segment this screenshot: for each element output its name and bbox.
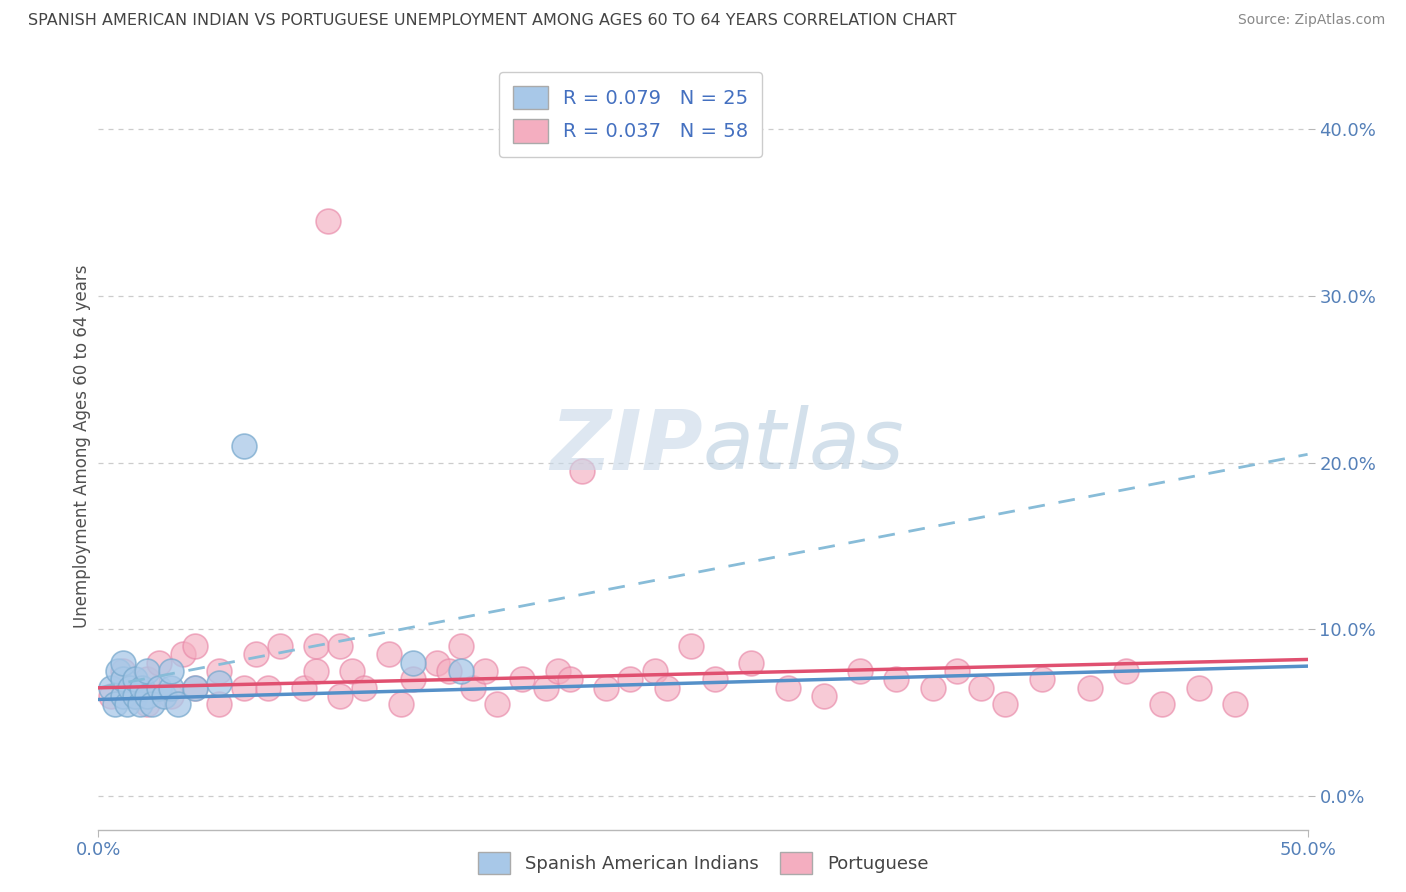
Point bbox=[474, 664, 496, 678]
Point bbox=[740, 656, 762, 670]
Point bbox=[776, 681, 799, 695]
Point bbox=[619, 673, 641, 687]
Text: atlas: atlas bbox=[703, 406, 904, 486]
Text: SPANISH AMERICAN INDIAN VS PORTUGUESE UNEMPLOYMENT AMONG AGES 60 TO 64 YEARS COR: SPANISH AMERICAN INDIAN VS PORTUGUESE UN… bbox=[28, 13, 956, 29]
Point bbox=[377, 648, 399, 662]
Point bbox=[486, 698, 509, 712]
Legend: Spanish American Indians, Portuguese: Spanish American Indians, Portuguese bbox=[468, 843, 938, 883]
Point bbox=[141, 698, 163, 712]
Point bbox=[269, 639, 291, 653]
Point bbox=[135, 689, 157, 703]
Point bbox=[111, 656, 134, 670]
Point bbox=[547, 664, 569, 678]
Point bbox=[128, 698, 150, 712]
Point bbox=[970, 681, 993, 695]
Point bbox=[921, 681, 943, 695]
Point bbox=[644, 664, 666, 678]
Point bbox=[679, 639, 702, 653]
Point bbox=[111, 689, 134, 703]
Point bbox=[208, 664, 231, 678]
Point bbox=[946, 664, 969, 678]
Point bbox=[305, 664, 328, 678]
Point bbox=[329, 689, 352, 703]
Point bbox=[994, 698, 1017, 712]
Point bbox=[135, 664, 157, 678]
Point bbox=[510, 673, 533, 687]
Point bbox=[104, 698, 127, 712]
Point bbox=[111, 664, 134, 678]
Point bbox=[886, 673, 908, 687]
Point bbox=[245, 648, 267, 662]
Point bbox=[571, 464, 593, 478]
Point bbox=[1078, 681, 1101, 695]
Point bbox=[184, 681, 207, 695]
Point bbox=[160, 689, 183, 703]
Text: ZIP: ZIP bbox=[550, 406, 703, 486]
Point bbox=[655, 681, 678, 695]
Point bbox=[389, 698, 412, 712]
Legend: R = 0.079   N = 25, R = 0.037   N = 58: R = 0.079 N = 25, R = 0.037 N = 58 bbox=[499, 72, 762, 157]
Point bbox=[135, 698, 157, 712]
Point bbox=[117, 698, 139, 712]
Point bbox=[172, 648, 194, 662]
Y-axis label: Unemployment Among Ages 60 to 64 years: Unemployment Among Ages 60 to 64 years bbox=[73, 264, 91, 628]
Point bbox=[426, 656, 449, 670]
Point bbox=[437, 664, 460, 678]
Point bbox=[292, 681, 315, 695]
Point bbox=[595, 681, 617, 695]
Point bbox=[107, 664, 129, 678]
Point bbox=[305, 639, 328, 653]
Point bbox=[402, 673, 425, 687]
Point bbox=[232, 439, 254, 453]
Text: Source: ZipAtlas.com: Source: ZipAtlas.com bbox=[1237, 13, 1385, 28]
Point bbox=[208, 698, 231, 712]
Point bbox=[329, 639, 352, 653]
Point bbox=[135, 673, 157, 687]
Point bbox=[160, 681, 183, 695]
Point bbox=[849, 664, 872, 678]
Point bbox=[704, 673, 727, 687]
Point bbox=[256, 681, 278, 695]
Point bbox=[100, 689, 122, 703]
Point bbox=[208, 675, 231, 690]
Point bbox=[124, 689, 146, 703]
Point bbox=[148, 656, 170, 670]
Point bbox=[1031, 673, 1053, 687]
Point bbox=[558, 673, 581, 687]
Point bbox=[342, 664, 364, 678]
Point bbox=[152, 689, 174, 703]
Point bbox=[124, 673, 146, 687]
Point bbox=[1223, 698, 1246, 712]
Point bbox=[1188, 681, 1211, 695]
Point bbox=[463, 681, 485, 695]
Point bbox=[184, 639, 207, 653]
Point bbox=[813, 689, 835, 703]
Point bbox=[131, 681, 153, 695]
Point bbox=[316, 214, 339, 228]
Point bbox=[1115, 664, 1137, 678]
Point bbox=[184, 681, 207, 695]
Point bbox=[450, 639, 472, 653]
Point bbox=[118, 681, 141, 695]
Point bbox=[402, 656, 425, 670]
Point bbox=[450, 664, 472, 678]
Point bbox=[167, 698, 190, 712]
Point bbox=[1152, 698, 1174, 712]
Point bbox=[100, 681, 122, 695]
Point bbox=[534, 681, 557, 695]
Point bbox=[148, 681, 170, 695]
Point bbox=[232, 681, 254, 695]
Point bbox=[160, 664, 183, 678]
Point bbox=[124, 689, 146, 703]
Point bbox=[111, 673, 134, 687]
Point bbox=[353, 681, 375, 695]
